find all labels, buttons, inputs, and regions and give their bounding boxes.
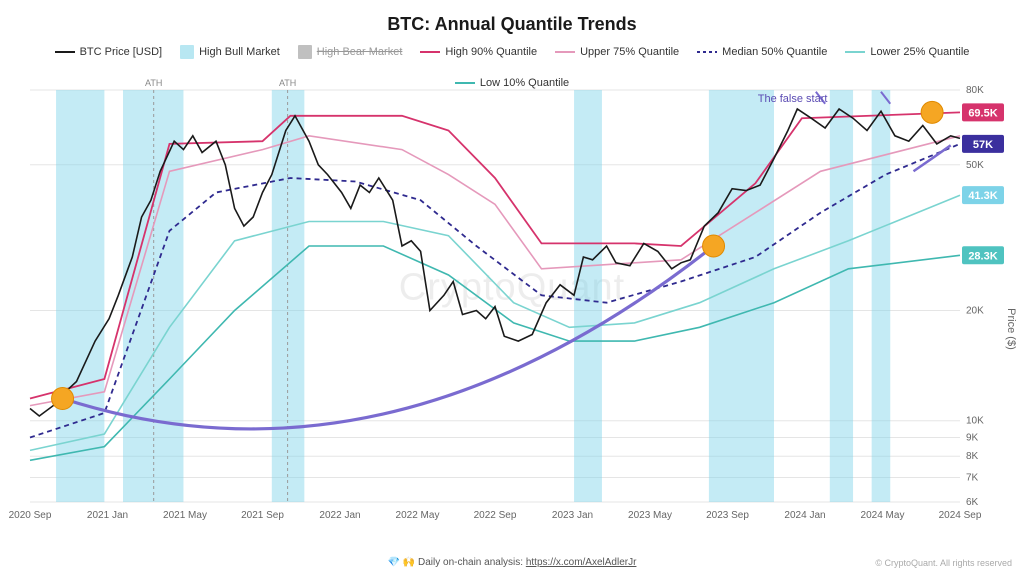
legend-swatch [697,51,717,53]
legend-btc-price: BTC Price [USD] [55,45,163,59]
legend-swatch [555,51,575,53]
svg-text:2023 Sep: 2023 Sep [706,510,749,521]
chart-container: BTC: Annual Quantile Trends BTC Price [U… [0,0,1024,576]
svg-text:2024 May: 2024 May [861,510,905,521]
svg-text:50K: 50K [966,160,984,171]
legend-label: BTC Price [USD] [80,46,163,58]
footer: 💎 🙌 Daily on-chain analysis: https://x.c… [0,557,1024,568]
svg-text:The false start: The false start [758,93,828,105]
svg-text:2020 Sep: 2020 Sep [9,510,52,521]
svg-text:8K: 8K [966,451,979,462]
svg-text:ATH: ATH [145,78,162,88]
svg-text:ATH: ATH [279,78,296,88]
svg-text:2022 May: 2022 May [396,510,440,521]
svg-text:2022 Sep: 2022 Sep [474,510,517,521]
legend-label: Low 10% Quantile [480,77,569,89]
svg-text:57K: 57K [973,139,993,151]
svg-text:2022 Jan: 2022 Jan [319,510,360,521]
legend-label: Upper 75% Quantile [580,46,679,58]
legend-swatch [455,82,475,84]
legend-label: High 90% Quantile [445,46,537,58]
legend-high-bull: High Bull Market [180,45,280,59]
svg-text:2021 Sep: 2021 Sep [241,510,284,521]
svg-text:9K: 9K [966,433,979,444]
chart-plot-area: 6K7K8K9K10K20K50K80KPrice ($)2020 Sep202… [30,90,960,520]
svg-text:80K: 80K [966,85,984,96]
svg-text:2024 Sep: 2024 Sep [939,510,982,521]
legend-label: Median 50% Quantile [722,46,827,58]
legend-label: High Bear Market [317,46,403,58]
svg-text:2024 Jan: 2024 Jan [784,510,825,521]
svg-text:2023 Jan: 2023 Jan [552,510,593,521]
legend-label: Lower 25% Quantile [870,46,969,58]
legend-upper-75: Upper 75% Quantile [555,45,679,59]
chart-title: BTC: Annual Quantile Trends [0,0,1024,35]
svg-text:2021 Jan: 2021 Jan [87,510,128,521]
svg-text:41.3K: 41.3K [968,190,997,202]
legend-swatch [180,45,194,59]
svg-text:20K: 20K [966,305,984,316]
legend-lower-25: Lower 25% Quantile [845,45,969,59]
legend-swatch [55,51,75,53]
svg-text:7K: 7K [966,472,979,483]
legend-swatch [420,51,440,53]
legend-median-50: Median 50% Quantile [697,45,827,59]
legend-swatch [298,45,312,59]
chart-svg: 6K7K8K9K10K20K50K80KPrice ($)2020 Sep202… [30,90,960,520]
svg-text:2023 May: 2023 May [628,510,672,521]
svg-text:28.3K: 28.3K [968,250,997,262]
footer-prefix: 💎 🙌 Daily on-chain analysis: [388,557,526,568]
footer-link[interactable]: https://x.com/AxelAdlerJr [526,557,637,568]
legend-high-90: High 90% Quantile [420,45,537,59]
legend-high-bear: High Bear Market [298,45,403,59]
svg-text:6K: 6K [966,497,979,508]
svg-text:2021 May: 2021 May [163,510,207,521]
svg-text:10K: 10K [966,416,984,427]
svg-text:Price ($): Price ($) [1005,308,1017,350]
legend-low-10: Low 10% Quantile [455,77,569,89]
legend-swatch [845,51,865,53]
copyright: © CryptoQuant. All rights reserved [875,558,1012,568]
legend-label: High Bull Market [199,46,280,58]
svg-text:69.5K: 69.5K [968,107,997,119]
